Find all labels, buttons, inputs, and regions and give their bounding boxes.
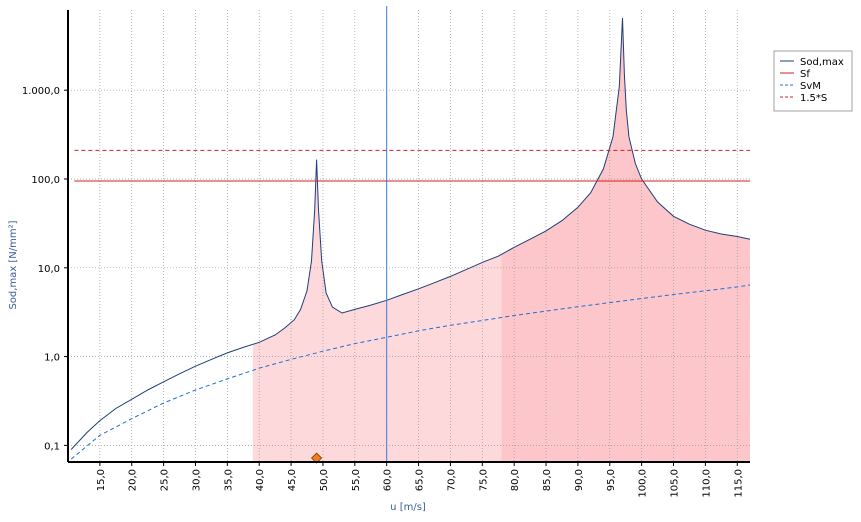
y-tick-label: 0,1 [44, 441, 60, 452]
point-marker [311, 452, 323, 464]
x-tick-label: 20,0 [128, 469, 139, 491]
y-tick-label: 1,0 [44, 353, 60, 364]
legend-label: SvM [800, 81, 821, 92]
x-tick-label: 80,0 [510, 469, 521, 491]
x-tick-label: 110,0 [701, 469, 712, 498]
x-tick-label: 30,0 [191, 469, 202, 491]
series-lines [70, 17, 751, 460]
axes [64, 10, 750, 466]
x-tick-label: 85,0 [542, 469, 553, 491]
y-tick-label: 10,0 [38, 264, 60, 275]
x-tick-label: 65,0 [415, 469, 426, 491]
legend-label: Sod,max [800, 57, 844, 68]
x-tick-label: 50,0 [319, 469, 330, 491]
x-tick-label: 95,0 [606, 469, 617, 491]
y-axis-title: Sod,max [N/mm²] [8, 220, 19, 309]
markers [311, 6, 388, 464]
shaded-region-2 [501, 18, 750, 462]
x-tick-label: 70,0 [446, 469, 457, 491]
x-tick-label: 55,0 [351, 469, 362, 491]
x-tick-label: 75,0 [478, 469, 489, 491]
series-line-3 [70, 284, 751, 460]
x-tick-label: 105,0 [670, 469, 681, 498]
legend-label: 1.5*S [800, 93, 827, 104]
series-line-1 [70, 17, 751, 450]
x-tick-label: 25,0 [160, 469, 171, 491]
x-tick-label: 115,0 [733, 469, 744, 498]
y-tick-label: 100,0 [31, 175, 60, 186]
tick-labels: 15,0 20,0 25,0 30,0 35,0 40,0 45,0 50,0 55,0 60,0… [22, 86, 744, 497]
shaded-region-1 [252, 159, 502, 462]
x-tick-label: 90,0 [574, 469, 585, 491]
x-tick-label: 15,0 [96, 469, 107, 491]
y-tick-label: 1.000,0 [22, 86, 60, 97]
x-axis-title: u [m/s] [390, 502, 426, 513]
shaded-regions [252, 18, 750, 462]
x-tick-label: 100,0 [638, 469, 649, 498]
legend-label: Sf [800, 69, 810, 80]
x-tick-label: 60,0 [383, 469, 394, 491]
x-tick-label: 40,0 [255, 469, 266, 491]
x-tick-label: 45,0 [287, 469, 298, 491]
x-tick-label: 35,0 [223, 469, 234, 491]
